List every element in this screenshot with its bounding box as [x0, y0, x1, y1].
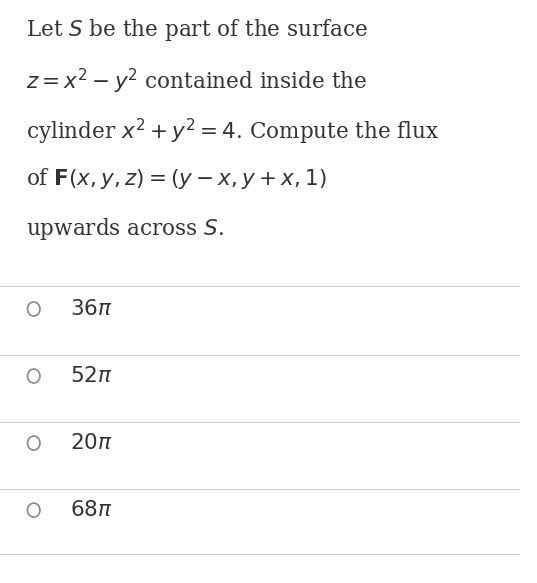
Text: $52\pi$: $52\pi$	[70, 365, 113, 387]
Text: upwards across $S$.: upwards across $S$.	[26, 216, 224, 242]
Text: Let $S$ be the part of the surface: Let $S$ be the part of the surface	[26, 17, 368, 44]
Text: $36\pi$: $36\pi$	[70, 298, 113, 320]
Text: of $\mathbf{F}(x, y, z) = (y - x, y + x, 1)$: of $\mathbf{F}(x, y, z) = (y - x, y + x,…	[26, 166, 326, 191]
Text: $68\pi$: $68\pi$	[70, 499, 113, 521]
Text: $z = x^2 - y^2$ contained inside the: $z = x^2 - y^2$ contained inside the	[26, 67, 367, 96]
Text: $20\pi$: $20\pi$	[70, 432, 113, 454]
Text: cylinder $x^2 + y^2 = 4$. Compute the flux: cylinder $x^2 + y^2 = 4$. Compute the fl…	[26, 117, 439, 147]
